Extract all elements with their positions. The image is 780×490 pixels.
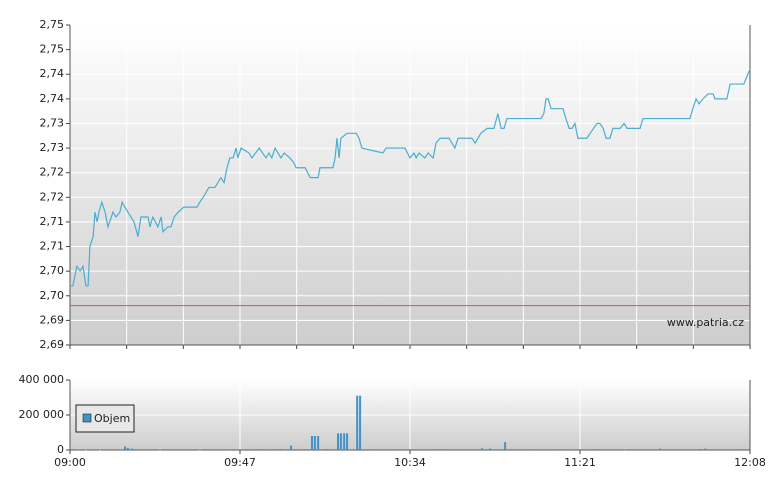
volume-bar bbox=[71, 449, 74, 451]
y-tick-label: 2,73 bbox=[40, 116, 65, 129]
volume-bar bbox=[623, 449, 626, 451]
volume-bar bbox=[658, 448, 661, 450]
volume-bar bbox=[159, 449, 162, 451]
volume-bar bbox=[304, 449, 307, 451]
watermark: www.patria.cz bbox=[667, 316, 744, 329]
y-tick-label: 2,70 bbox=[40, 264, 65, 277]
volume-bar bbox=[99, 449, 102, 451]
y-tick-label: 2,71 bbox=[40, 215, 65, 228]
volume-bar bbox=[228, 449, 231, 451]
volume-bar bbox=[504, 442, 507, 450]
volume-bar bbox=[488, 448, 491, 450]
y-tick-label: 0 bbox=[57, 443, 64, 456]
volume-bar bbox=[290, 445, 292, 450]
x-tick-label: 10:34 bbox=[394, 456, 426, 469]
volume-bar bbox=[343, 433, 346, 450]
y-tick-label: 2,75 bbox=[40, 43, 65, 56]
volume-bar bbox=[84, 449, 87, 451]
legend-label: Objem bbox=[94, 412, 130, 425]
volume-bar bbox=[317, 436, 320, 450]
x-tick-label: 09:00 bbox=[54, 456, 86, 469]
y-tick-label: 2,74 bbox=[40, 92, 65, 105]
volume-bar bbox=[339, 433, 342, 450]
y-tick-label: 2,71 bbox=[40, 240, 65, 253]
volume-bar bbox=[130, 448, 133, 450]
volume-bar bbox=[126, 447, 129, 450]
volume-bar bbox=[704, 448, 707, 450]
volume-bar bbox=[398, 449, 401, 451]
volume-bar bbox=[261, 449, 264, 451]
volume-bar bbox=[359, 395, 362, 450]
legend-swatch bbox=[82, 413, 92, 423]
volume-bar bbox=[529, 449, 532, 451]
y-tick-label: 2,72 bbox=[40, 190, 65, 203]
volume-bar bbox=[371, 449, 374, 451]
price-line bbox=[70, 69, 751, 287]
volume-bar bbox=[356, 395, 359, 450]
volume-bar bbox=[439, 448, 442, 450]
x-tick-label: 11:21 bbox=[564, 456, 596, 469]
volume-bar bbox=[123, 446, 126, 450]
y-tick-label: 2,70 bbox=[40, 289, 65, 302]
volume-bar bbox=[738, 449, 741, 451]
chart-layer: 2,69 2,69 2,70 2,70 2,71 2,71 2,72 2,72 2,73 2,73… bbox=[19, 18, 766, 469]
volume-bar bbox=[313, 436, 316, 450]
y-tick-label: 2,73 bbox=[40, 141, 65, 154]
volume-bar bbox=[325, 448, 328, 450]
y-tick-label: 2,75 bbox=[40, 18, 65, 31]
y-tick-label: 2,69 bbox=[40, 338, 65, 351]
y-tick-label: 400 000 bbox=[19, 373, 65, 386]
volume-bar bbox=[198, 449, 201, 451]
volume-bar bbox=[346, 433, 349, 450]
y-tick-label: 200 000 bbox=[19, 408, 65, 421]
y-tick-label: 2,74 bbox=[40, 67, 65, 80]
volume-bar bbox=[699, 448, 702, 450]
x-tick-label: 12:08 bbox=[734, 456, 766, 469]
x-tick-label: 09:47 bbox=[224, 456, 256, 469]
volume-bar bbox=[559, 449, 562, 451]
volume-bar bbox=[593, 449, 596, 451]
volume-bar bbox=[310, 436, 313, 450]
y-tick-label: 2,69 bbox=[40, 313, 65, 326]
volume-bar bbox=[279, 448, 282, 450]
volume-bar bbox=[480, 448, 483, 450]
volume-bar bbox=[337, 433, 340, 450]
y-tick-label: 2,72 bbox=[40, 166, 65, 179]
volume-bar bbox=[76, 449, 79, 451]
